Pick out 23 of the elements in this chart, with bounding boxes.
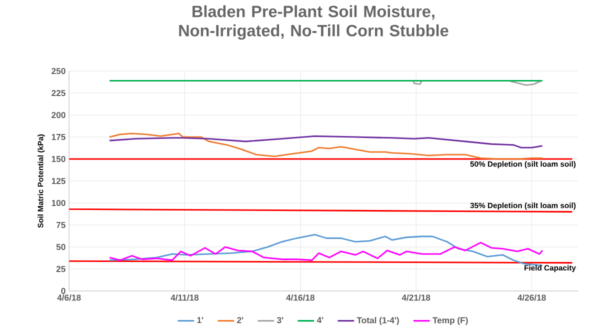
legend-label: 1' bbox=[197, 316, 204, 323]
y-tick-label: 250 bbox=[52, 68, 66, 74]
x-tick-label: 4/26/18 bbox=[518, 294, 546, 301]
y-tick-label: 150 bbox=[52, 156, 66, 162]
legend-label: Total (1-4') bbox=[356, 316, 399, 325]
y-tick-label: 0 bbox=[61, 288, 66, 294]
y-tick-label: 75 bbox=[56, 222, 66, 228]
y-tick-label: 125 bbox=[52, 178, 66, 184]
chart-title: Bladen Pre-Plant Soil Moisture, Non-Irrigated, No-Till Corn Stubble bbox=[179, 5, 448, 40]
y-tick-label: 100 bbox=[52, 200, 66, 206]
x-tick-label: 4/6/18 bbox=[57, 294, 81, 301]
x-tick-label: 4/21/18 bbox=[402, 294, 430, 301]
legend-label: Temp (F) bbox=[432, 316, 468, 325]
y-tick-label: 50 bbox=[56, 244, 66, 250]
legend-label: 2' bbox=[237, 316, 244, 323]
legend-label: 3' bbox=[276, 316, 284, 323]
y-tick-label: 225 bbox=[52, 90, 66, 96]
legend-label: 4' bbox=[316, 316, 324, 323]
y-tick-label: 200 bbox=[52, 112, 66, 118]
x-tick-label: 4/11/18 bbox=[170, 294, 199, 301]
y-tick-label: 175 bbox=[52, 134, 66, 140]
x-tick-label: 4/16/18 bbox=[286, 294, 315, 301]
y-tick-label: 25 bbox=[56, 266, 66, 272]
